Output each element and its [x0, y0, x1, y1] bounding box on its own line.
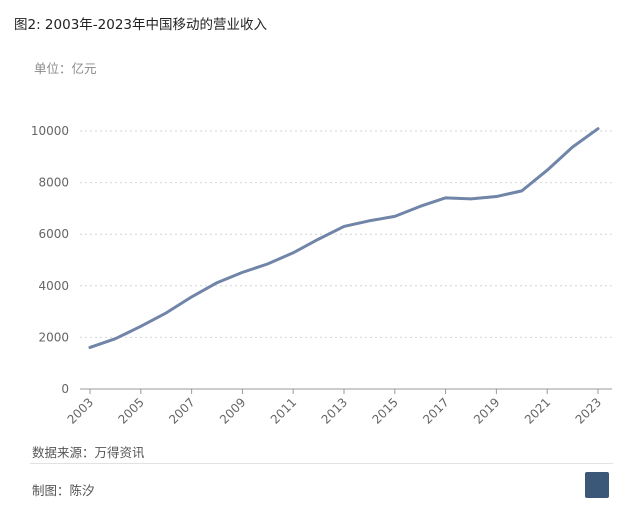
- unit-label: 单位：亿元: [34, 61, 97, 76]
- chart-author: 制图：陈汐: [32, 483, 95, 498]
- data-point: [88, 346, 92, 349]
- data-point: [495, 195, 498, 198]
- data-point: [241, 271, 244, 274]
- x-tick-label: 2005: [115, 395, 146, 426]
- data-point: [469, 197, 473, 201]
- x-tick-label: 2003: [65, 395, 96, 426]
- data-point: [292, 251, 295, 254]
- x-tick-label: 2019: [471, 395, 502, 426]
- data-point: [571, 145, 574, 149]
- data-source: 数据来源：万得资讯: [32, 445, 145, 460]
- x-tick-label: 2013: [319, 395, 350, 426]
- data-point: [368, 219, 371, 222]
- data-point: [546, 169, 549, 172]
- data-point: [419, 205, 422, 208]
- x-tick-label: 2017: [420, 395, 451, 426]
- line-chart: 0 2000 4000 6000 8000 10000 2003 2005 2007 2009 20…: [31, 124, 612, 427]
- data-point: [165, 311, 168, 315]
- data-point: [190, 295, 193, 299]
- y-tick-label: 6000: [38, 227, 69, 241]
- y-tick-label: 4000: [38, 279, 69, 293]
- x-tick-label: 2011: [268, 395, 299, 426]
- publisher-logo-icon: [585, 472, 609, 498]
- x-tick-label: 2021: [522, 395, 553, 426]
- data-point: [317, 237, 320, 241]
- x-tick-label: 2009: [217, 395, 248, 426]
- data-point: [393, 215, 396, 218]
- y-tick-label: 0: [61, 382, 69, 396]
- footer-divider: [30, 463, 613, 464]
- data-point: [139, 325, 142, 328]
- data-point: [596, 127, 600, 130]
- y-tick-label: 8000: [38, 176, 69, 190]
- data-point: [520, 189, 523, 193]
- data-point: [444, 196, 447, 200]
- y-tick-label: 2000: [38, 330, 69, 344]
- data-point: [114, 337, 117, 340]
- data-point: [215, 281, 219, 284]
- y-tick-label: 10000: [31, 124, 69, 138]
- data-point: [266, 262, 269, 266]
- series-line: [88, 127, 600, 349]
- x-tick-label: 2007: [166, 395, 197, 426]
- data-point: [342, 225, 346, 228]
- x-tick-label: 2015: [369, 395, 400, 426]
- x-tick-label: 2023: [573, 395, 604, 426]
- chart-title: 图2: 2003年-2023年中国移动的营业收入: [14, 17, 268, 33]
